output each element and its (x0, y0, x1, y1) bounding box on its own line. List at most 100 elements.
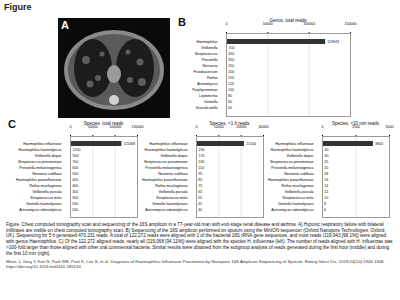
svg-text:Veillonella: Veillonella (201, 46, 217, 50)
svg-text:12: 12 (324, 190, 328, 194)
svg-text:65: 65 (198, 190, 202, 194)
svg-text:230: 230 (199, 148, 205, 152)
svg-text:Streptococcus mitis: Streptococcus mitis (156, 196, 187, 200)
svg-text:25: 25 (324, 160, 328, 164)
svg-text:Veillonella parvula: Veillonella parvula (33, 190, 62, 194)
svg-text:30: 30 (324, 154, 328, 158)
svg-text:Neisseria subflava: Neisseria subflava (32, 172, 61, 176)
svg-text:0: 0 (322, 125, 324, 129)
svg-text:Haemophilus haemolyticus: Haemophilus haemolyticus (19, 148, 62, 152)
svg-text:Neisseria subflava: Neisseria subflava (284, 172, 313, 176)
svg-text:Gemella haemolysans: Gemella haemolysans (26, 202, 62, 206)
svg-text:45: 45 (198, 202, 202, 206)
svg-text:60: 60 (228, 100, 232, 104)
svg-text:40: 40 (325, 148, 329, 152)
svg-text:115068: 115068 (123, 142, 135, 146)
svg-text:Haemophilus influenzae: Haemophilus influenzae (23, 142, 61, 146)
svg-text:700: 700 (72, 160, 78, 164)
svg-text:Haemophilus parainfluenzae: Haemophilus parainfluenzae (142, 178, 188, 182)
svg-text:95: 95 (198, 172, 202, 176)
svg-text:85: 85 (198, 178, 202, 182)
svg-text:Rothia mucilaginosa: Rothia mucilaginosa (155, 184, 187, 188)
svg-text:130: 130 (198, 160, 204, 164)
svg-text:350: 350 (72, 190, 78, 194)
svg-text:30000: 30000 (259, 125, 269, 129)
svg-text:Rothia mucilaginosa: Rothia mucilaginosa (29, 184, 61, 188)
svg-text:Actinomyces: Actinomyces (197, 82, 218, 86)
svg-text:0: 0 (70, 125, 72, 129)
svg-text:Actinomyces odontolyticus: Actinomyces odontolyticus (145, 208, 188, 212)
svg-text:Gemella: Gemella (204, 100, 217, 104)
svg-text:Fusobacterium: Fusobacterium (194, 70, 218, 74)
svg-text:150000: 150000 (132, 125, 144, 129)
svg-text:Gemella haemolysans: Gemella haemolysans (278, 202, 314, 206)
svg-text:Streptococcus mitis: Streptococcus mitis (30, 196, 61, 200)
svg-text:50: 50 (228, 106, 232, 110)
svg-text:500: 500 (72, 172, 78, 176)
svg-text:6: 6 (324, 208, 326, 212)
svg-text:Neisseria: Neisseria (203, 64, 218, 68)
svg-text:Neisseria subflava: Neisseria subflava (158, 172, 187, 176)
svg-text:40: 40 (198, 208, 202, 212)
svg-text:10000: 10000 (214, 125, 224, 129)
svg-text:Prevotella melaninogenica: Prevotella melaninogenica (19, 166, 61, 170)
svg-text:Leptotrichia: Leptotrichia (199, 94, 218, 98)
svg-text:16: 16 (324, 178, 328, 182)
svg-text:Haemophilus parainfluenzae: Haemophilus parainfluenzae (16, 178, 62, 182)
svg-text:20000: 20000 (236, 125, 246, 129)
svg-text:Veillonella dispar: Veillonella dispar (287, 154, 315, 158)
svg-text:450: 450 (72, 178, 78, 182)
svg-text:250: 250 (228, 64, 234, 68)
svg-text:80: 80 (228, 94, 232, 98)
svg-text:Haemophilus haemolyticus: Haemophilus haemolyticus (145, 148, 188, 152)
svg-text:600: 600 (72, 166, 78, 170)
svg-text:Streptococcus: Streptococcus (195, 52, 218, 56)
svg-text:Veillonella dispar: Veillonella dispar (35, 154, 63, 158)
svg-text:Prevotella melaninogenica: Prevotella melaninogenica (271, 166, 313, 170)
svg-text:Streptococcus pneumoniae: Streptococcus pneumoniae (18, 160, 62, 164)
svg-text:Streptococcus mitis: Streptococcus mitis (282, 196, 313, 200)
svg-text:Granulicatella: Granulicatella (196, 106, 218, 110)
svg-text:150000: 150000 (345, 22, 357, 26)
svg-text:119943: 119943 (327, 40, 339, 44)
svg-text:0: 0 (226, 22, 228, 26)
svg-text:Haemophilus parainfluenzae: Haemophilus parainfluenzae (268, 178, 314, 182)
svg-text:Haemophilus influenzae: Haemophilus influenzae (149, 142, 187, 146)
svg-text:200: 200 (228, 70, 234, 74)
svg-text:Actinomyces odontolyticus: Actinomyces odontolyticus (19, 208, 62, 212)
svg-text:Haemophilus influenzae: Haemophilus influenzae (275, 142, 313, 146)
svg-text:900: 900 (72, 154, 78, 158)
svg-text:Haemophilus: Haemophilus (197, 40, 218, 44)
svg-text:5000: 5000 (386, 125, 394, 129)
svg-text:100000: 100000 (303, 22, 315, 26)
svg-text:Prevotella: Prevotella (202, 58, 218, 62)
svg-text:700: 700 (229, 46, 235, 50)
svg-text:50000: 50000 (88, 125, 98, 129)
svg-text:20: 20 (324, 166, 328, 170)
svg-text:Rothia: Rothia (207, 76, 217, 80)
svg-text:400: 400 (72, 184, 78, 188)
svg-text:120: 120 (228, 82, 234, 86)
svg-text:Porphyromonas: Porphyromonas (192, 88, 218, 92)
svg-text:Prevotella melaninogenica: Prevotella melaninogenica (145, 166, 187, 170)
svg-text:0: 0 (196, 125, 198, 129)
svg-text:3800: 3800 (375, 142, 383, 146)
svg-text:21500: 21500 (246, 142, 256, 146)
svg-text:Veillonella dispar: Veillonella dispar (161, 154, 189, 158)
svg-text:150: 150 (228, 76, 234, 80)
svg-text:100000: 100000 (109, 125, 121, 129)
svg-text:Haemophilus haemolyticus: Haemophilus haemolyticus (271, 148, 314, 152)
svg-text:14: 14 (324, 184, 328, 188)
svg-text:18: 18 (324, 172, 328, 176)
svg-text:Veillonella parvula: Veillonella parvula (159, 190, 188, 194)
svg-text:50000: 50000 (263, 22, 273, 26)
svg-text:10: 10 (324, 196, 328, 200)
svg-text:8: 8 (324, 202, 326, 206)
svg-text:Actinomyces odontolyticus: Actinomyces odontolyticus (271, 208, 314, 212)
svg-text:250: 250 (72, 202, 78, 206)
svg-text:55: 55 (198, 196, 202, 200)
svg-text:300: 300 (72, 196, 78, 200)
svg-text:Veillonella parvula: Veillonella parvula (285, 190, 314, 194)
svg-text:Rothia mucilaginosa: Rothia mucilaginosa (281, 184, 313, 188)
svg-text:Streptococcus pneumoniae: Streptococcus pneumoniae (144, 160, 188, 164)
